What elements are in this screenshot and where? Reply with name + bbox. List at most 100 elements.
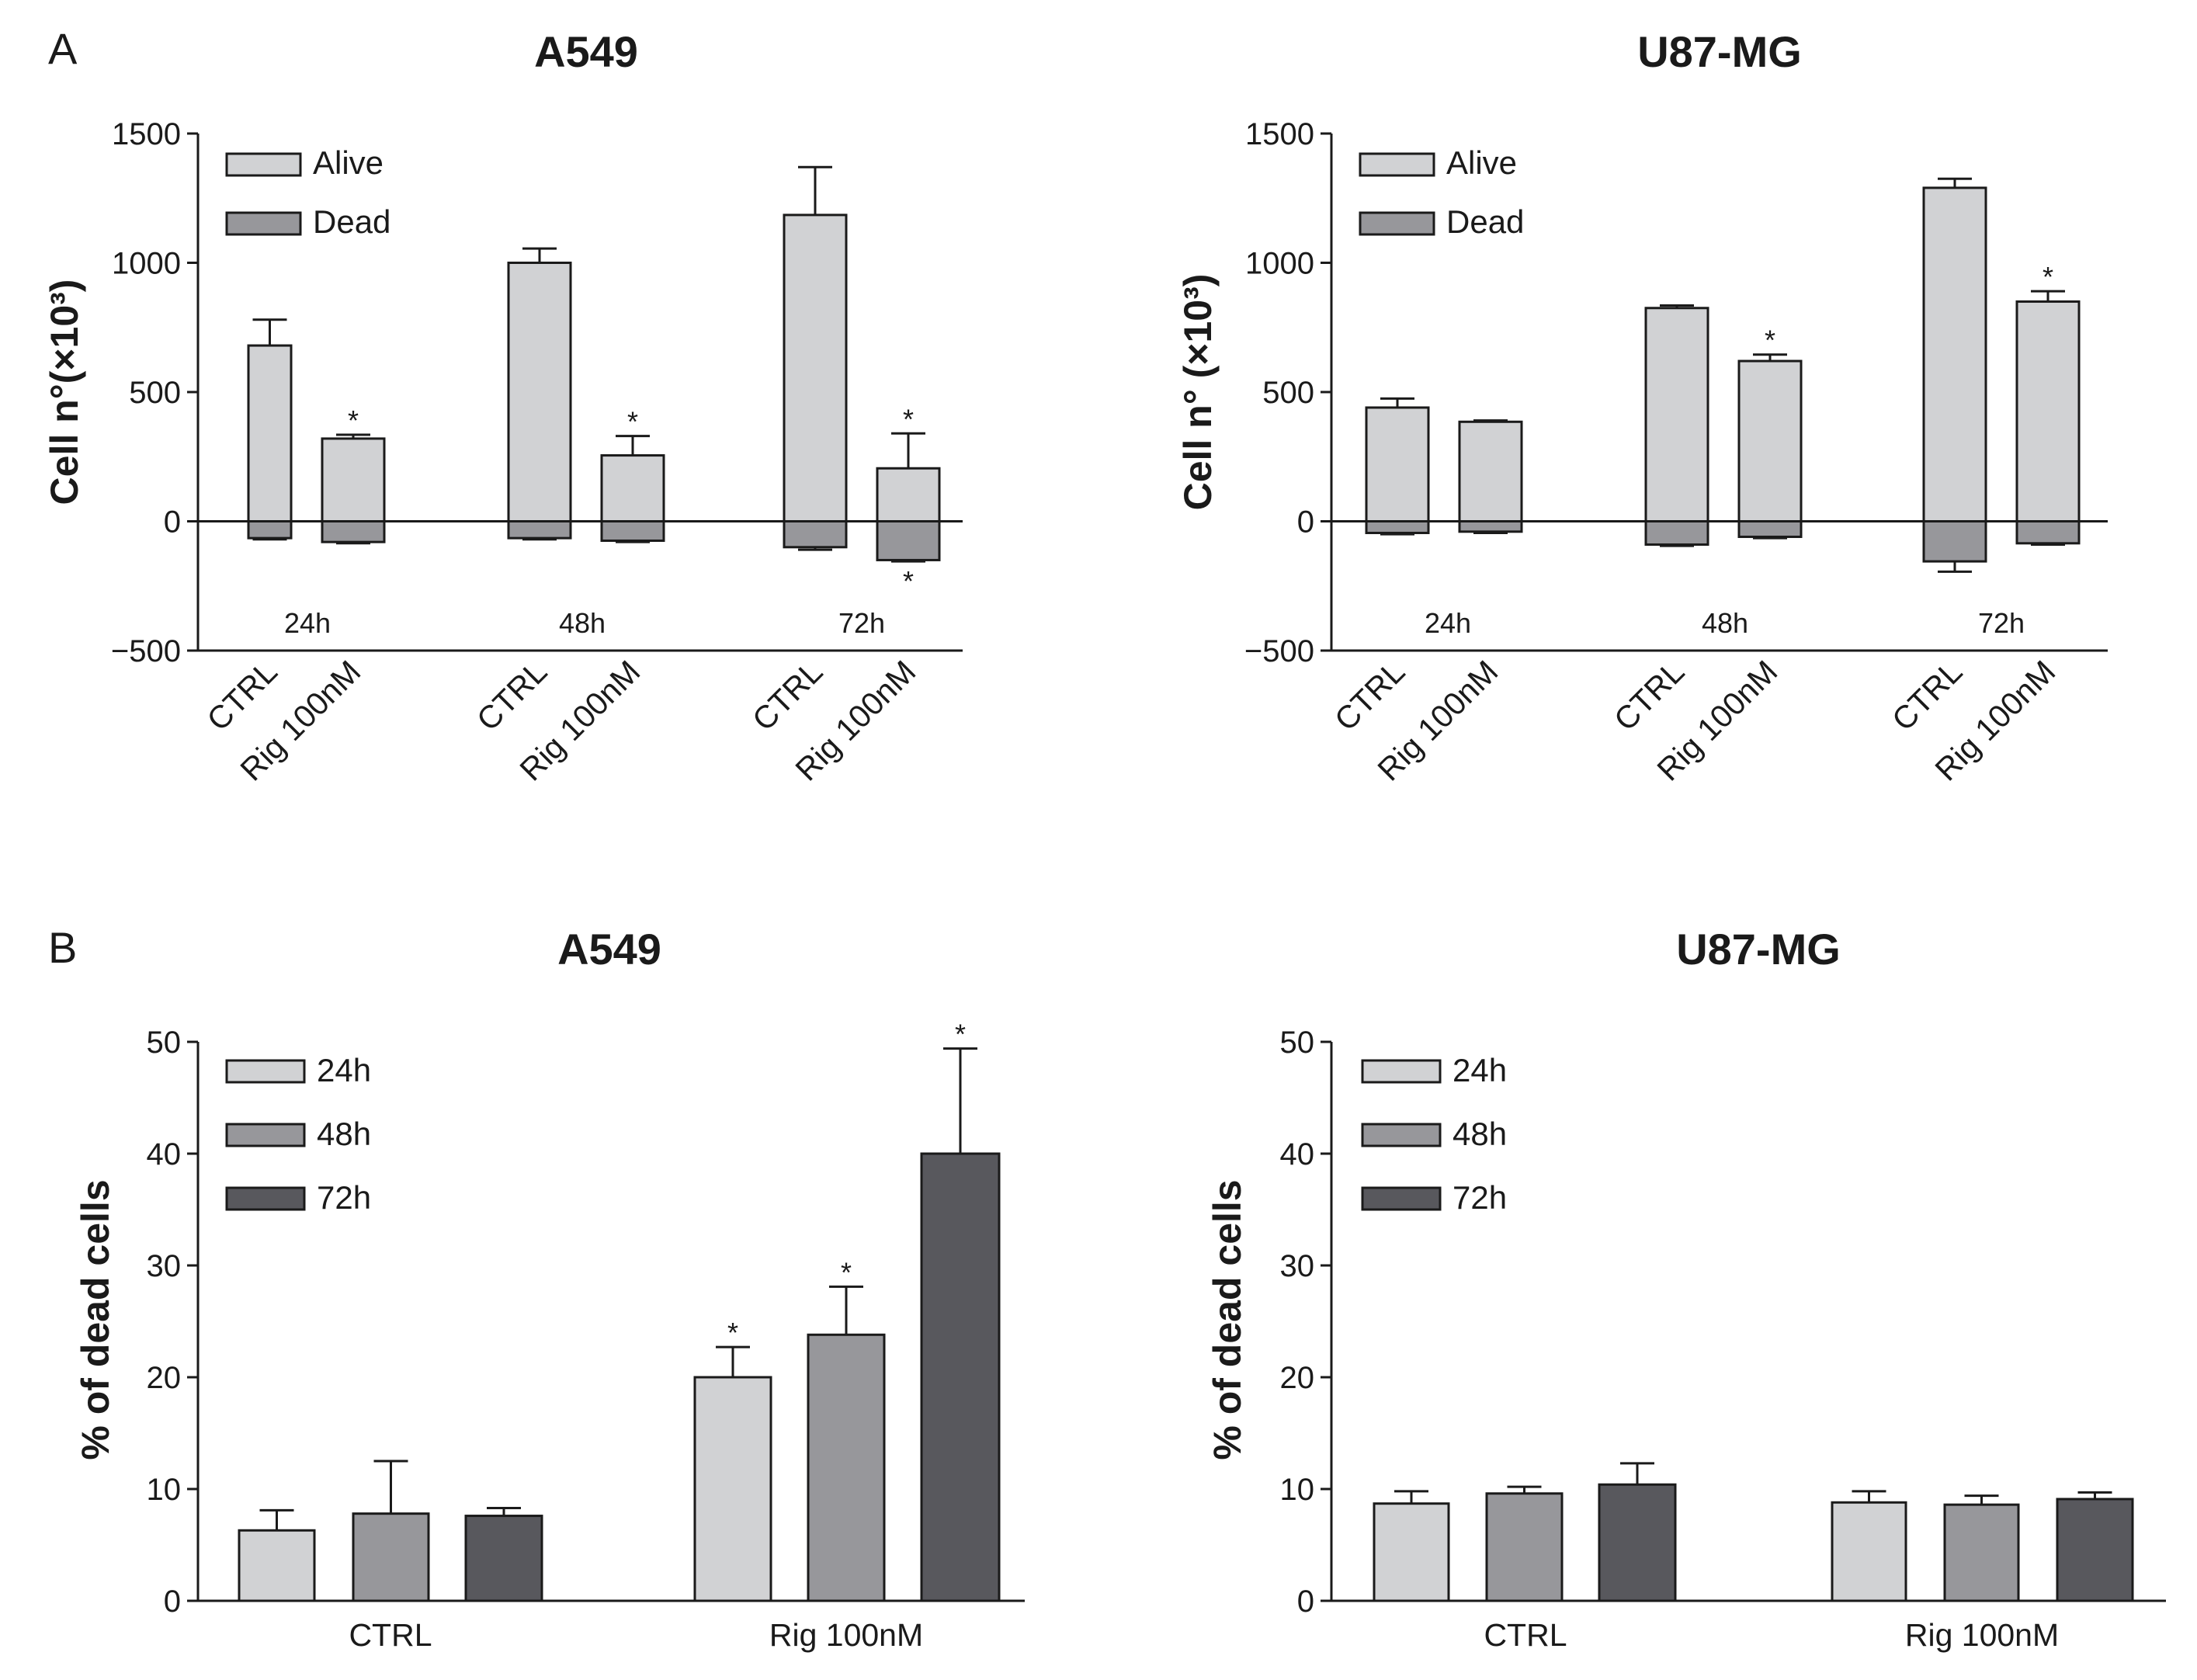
bar-alive [1737,359,1803,523]
panel-label-a: A [48,24,78,73]
significance-star: * [955,1019,966,1050]
bar-dead [876,520,941,561]
bar-72h [1598,1483,1677,1602]
y-tick-label: 0 [164,505,181,540]
y-tick-label: 0 [1297,1585,1314,1619]
bar-48h [1485,1492,1564,1602]
significance-star: * [903,403,914,435]
chart-title: U87-MG [1637,27,1802,76]
time-label: 48h [1702,607,1748,639]
bar-alive [783,213,848,522]
legend-swatch [1361,1123,1442,1147]
bar-72h [920,1152,1001,1602]
legend-swatch [225,211,302,236]
bar-dead [1458,520,1523,533]
significance-star: * [1765,325,1775,356]
x-category-label: Rig 100nM [1905,1617,2059,1653]
y-tick-label: 10 [147,1473,182,1507]
legend-label: Alive [313,144,384,181]
significance-star: * [348,404,359,436]
y-tick-label: 40 [147,1137,182,1171]
chart-dead-percent-u87mg: CTRL Rig 100nM 24h 48h 72h 0 10 20 30 40 50 U87-MG%… [1206,925,2166,1653]
bar-dead [321,520,386,543]
bar-24h [693,1376,772,1602]
bar-dead [247,520,293,540]
y-tick-label: −500 [111,634,181,668]
y-tick-label: 50 [147,1026,182,1060]
y-tick-label: 500 [129,376,181,410]
bar-dead [1737,520,1803,538]
chart-title: A549 [557,925,661,974]
bar-72h [464,1515,543,1602]
bar-48h [352,1512,430,1602]
x-category-label: CTRL [470,654,554,738]
time-label: 24h [1425,607,1471,639]
legend-swatch [1359,152,1435,177]
y-tick-label: 1500 [112,117,181,151]
bar-alive [876,467,941,522]
legend-swatch [1359,211,1435,236]
y-tick-label: 1000 [112,247,181,281]
y-tick-label: 0 [1297,505,1314,540]
significance-star: * [903,565,914,597]
bar-72h [2056,1498,2134,1602]
bar-48h [807,1333,886,1602]
y-tick-label: 500 [1262,376,1314,410]
time-label: 72h [1978,607,2025,639]
bar-alive [1922,186,1987,522]
bar-alive [1365,406,1430,522]
bar-48h [1943,1503,2020,1602]
y-tick-label: 1000 [1245,247,1314,281]
bar-dead [507,520,572,540]
bar-alive [247,344,293,522]
time-label: 48h [559,607,606,639]
bar-dead [1644,520,1709,546]
y-tick-label: −500 [1244,634,1314,668]
y-tick-label: 30 [147,1249,182,1283]
significance-star: * [627,406,638,438]
y-tick-label: 20 [147,1361,182,1395]
significance-star: * [2043,261,2053,293]
bar-24h [1373,1502,1450,1602]
y-tick-label: 1500 [1245,117,1314,151]
y-axis-label: % of dead cells [1206,1179,1249,1460]
bar-alive [600,454,665,523]
bar-24h [238,1529,316,1602]
y-tick-label: 40 [1280,1137,1315,1171]
bar-dead [600,520,665,542]
bar-alive [321,437,386,522]
x-category-label: CTRL [745,654,829,738]
bar-dead [2015,520,2081,545]
y-tick-label: 0 [164,1585,181,1619]
x-category-label: CTRL [1885,654,1969,738]
legend-swatch [225,1186,306,1211]
time-label: 72h [838,607,885,639]
legend-label: 72h [317,1179,371,1216]
legend-swatch [1361,1186,1442,1211]
y-axis-label: % of dead cells [74,1179,117,1460]
legend-label: 72h [1453,1179,1507,1216]
legend-swatch [225,152,302,177]
bar-dead [1922,520,1987,563]
legend-label: Alive [1446,144,1517,181]
bar-dead [783,520,848,549]
bar-dead [1365,520,1430,534]
x-category-label: CTRL [349,1617,432,1653]
y-axis-label: Cell n°(×10³) [43,279,86,505]
bar-alive [507,262,572,522]
legend-label: 24h [317,1052,371,1088]
legend-label: 24h [1453,1052,1507,1088]
significance-star: * [727,1317,738,1349]
chart-title: U87-MG [1676,925,1841,974]
chart-title: A549 [534,27,638,76]
bar-alive [1644,307,1709,522]
legend-swatch [225,1123,306,1147]
x-category-label: CTRL [1607,654,1691,738]
y-tick-label: 20 [1280,1361,1315,1395]
bar-alive [2015,300,2081,522]
bar-alive [1458,420,1523,522]
x-category-label: Rig 100nM [769,1617,923,1653]
